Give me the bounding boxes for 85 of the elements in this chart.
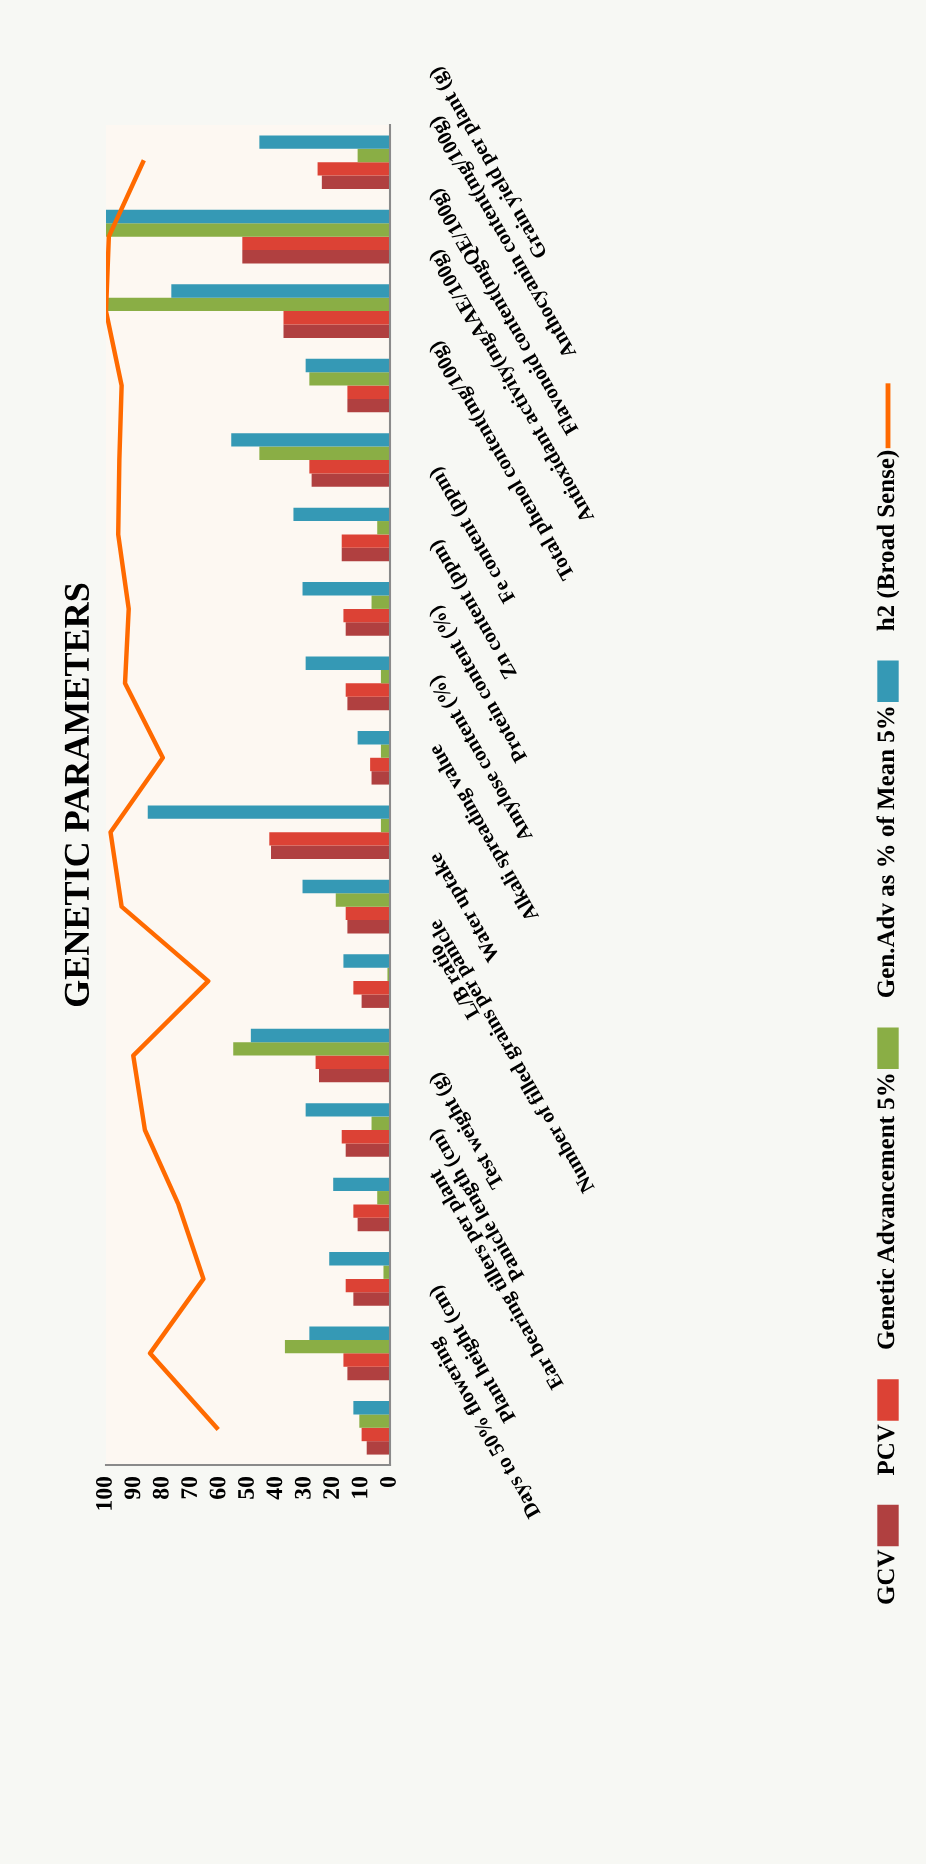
x-tick-label: 70: [181, 1477, 198, 1499]
bar: [283, 324, 390, 338]
bar: [106, 297, 390, 312]
bar: [311, 473, 390, 487]
bar: [347, 385, 390, 399]
bar: [341, 1130, 390, 1144]
bar: [345, 1143, 390, 1157]
bar: [343, 608, 390, 623]
bar: [305, 656, 390, 670]
bar: [345, 1278, 390, 1293]
bar: [333, 1177, 390, 1192]
bar: [377, 1191, 390, 1205]
bar: [283, 311, 390, 325]
bar: [302, 879, 390, 894]
bar: [231, 433, 390, 447]
x-tick-label: 80: [152, 1477, 169, 1499]
bar: [250, 1028, 390, 1043]
bar: [345, 622, 390, 636]
bar: [106, 209, 390, 224]
x-tick-label: 20: [323, 1477, 340, 1499]
x-tick-label: 60: [209, 1477, 226, 1499]
bar: [345, 906, 390, 921]
bar: [293, 507, 390, 522]
bar: [242, 236, 390, 251]
bar: [359, 1414, 390, 1428]
bar: [309, 460, 390, 474]
bar: [377, 521, 390, 535]
bar: [366, 1441, 390, 1455]
legend-label: PCV: [877, 1424, 895, 1476]
bar: [302, 582, 390, 596]
bar: [380, 744, 390, 758]
bar: [259, 446, 390, 460]
bar: [106, 223, 390, 237]
x-tick-label: 0: [379, 1477, 396, 1488]
bar: [357, 730, 390, 745]
bar: [329, 1252, 390, 1266]
bar: [353, 1292, 390, 1306]
bar: [309, 372, 390, 386]
bar: [259, 135, 390, 149]
bar: [371, 595, 390, 609]
bar: [315, 1055, 390, 1069]
bar: [347, 696, 390, 711]
bar: [319, 1068, 390, 1083]
bar: [335, 893, 390, 907]
bar: [361, 1427, 390, 1442]
legend-label: Gen.Adv as % of Mean 5%: [876, 707, 895, 998]
x-tick-label: 100: [95, 1477, 112, 1510]
bar: [347, 1366, 390, 1381]
text: GENETIC PARAMETERS: [64, 583, 90, 1007]
bar: [317, 162, 390, 176]
bar: [353, 1400, 390, 1415]
bar: [353, 981, 390, 995]
bar: [171, 284, 390, 298]
bar: [305, 1103, 390, 1117]
bar: [371, 771, 390, 785]
x-tick-label: 50: [237, 1477, 254, 1499]
bar: [370, 757, 390, 772]
bar: [305, 358, 390, 373]
bar: [269, 832, 390, 846]
bar: [284, 1339, 390, 1354]
bar: [345, 683, 390, 697]
bar: [357, 1217, 390, 1232]
bar: [233, 1042, 390, 1056]
bar: [321, 175, 390, 190]
bar: [347, 398, 390, 413]
bar: [353, 1204, 390, 1218]
bar: [343, 1353, 390, 1367]
bar: [357, 148, 390, 163]
bar: [341, 534, 390, 548]
bar: [242, 250, 390, 264]
legend-label: Genetic Advancement 5%: [876, 1074, 895, 1349]
legend-label: h2 (Broad Sense): [876, 450, 900, 631]
bar: [271, 845, 390, 860]
bar: [343, 954, 390, 968]
bar: [347, 920, 390, 934]
legend-label: GCV: [877, 1549, 895, 1604]
bar: [147, 805, 390, 819]
x-tick-label: 30: [294, 1477, 311, 1499]
x-tick-label: 10: [351, 1477, 368, 1498]
bar: [341, 547, 390, 562]
x-tick-label: 40: [266, 1477, 283, 1500]
bar: [309, 1326, 390, 1340]
bar: [383, 1265, 390, 1279]
x-tick-label: 90: [124, 1477, 141, 1500]
bar: [361, 994, 390, 1008]
